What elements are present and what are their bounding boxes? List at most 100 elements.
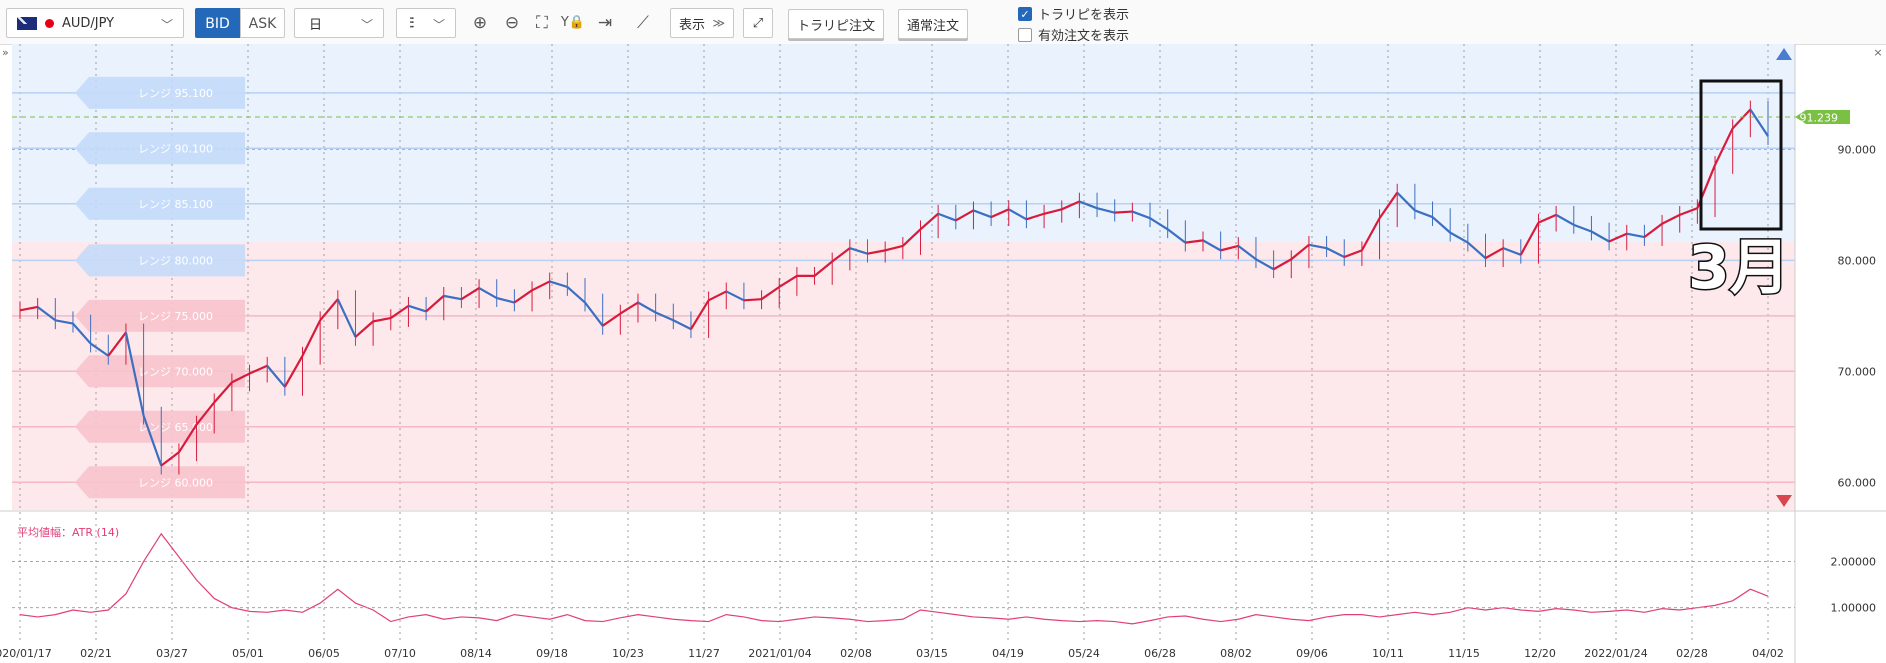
price-segment — [124, 332, 145, 416]
price-segment — [1079, 200, 1098, 210]
price-segment — [55, 319, 74, 325]
range-tag — [75, 299, 245, 332]
price-segment — [425, 295, 445, 313]
zoom-out-icon[interactable]: ⊖ — [504, 13, 520, 33]
show-trap-checkbox[interactable]: ✓ トラリピを表示 — [1018, 4, 1129, 23]
atr-line — [19, 532, 1769, 625]
chevron-down-icon: ≫ — [712, 16, 725, 30]
march-annotation: 3月 — [1688, 233, 1790, 303]
jump-latest-icon[interactable]: ⇥ — [597, 13, 613, 33]
x-tick-label: 02/28 — [1676, 647, 1708, 660]
price-segment — [813, 260, 833, 277]
price-segment — [107, 331, 127, 357]
bid-button[interactable]: BID — [195, 8, 240, 38]
price-segment — [213, 381, 233, 404]
x-tick-label: 11/27 — [688, 647, 720, 660]
price-segment — [283, 355, 304, 388]
range-tag — [75, 132, 245, 165]
price-segment — [655, 311, 674, 322]
price-segment — [1414, 209, 1433, 219]
fit-icon[interactable]: ⛶ — [536, 13, 548, 33]
display-menu[interactable]: 表示 ≫ — [670, 8, 734, 38]
zoom-in-icon[interactable]: ⊕ — [472, 13, 488, 33]
price-segment — [1167, 228, 1186, 244]
current-price-tag — [1795, 110, 1850, 124]
x-tick-label: 06/05 — [308, 647, 340, 660]
currency-pair-select[interactable]: AUD/JPY ﹀ — [6, 8, 184, 38]
range-label: レンジ 70.000 — [138, 365, 213, 378]
price-segment — [1449, 231, 1469, 244]
chart-type-select[interactable]: ⫶⫶ ﹀ — [396, 8, 456, 38]
price-segment — [160, 451, 180, 467]
price-segment — [531, 280, 551, 292]
x-tick-label: 12/20 — [1524, 647, 1556, 660]
price-segment — [1290, 243, 1310, 261]
price-segment — [1626, 232, 1645, 239]
price-segment — [1484, 247, 1504, 260]
price-chart[interactable]: » レンジ 95.100 レンジ 90.100 レンジ 85.100 レンジ 80.0… — [0, 44, 1886, 663]
price-segment — [195, 401, 216, 426]
x-tick-label: 05/24 — [1068, 647, 1100, 660]
scroll-up-arrow-icon[interactable] — [1776, 48, 1792, 60]
show-valid-orders-checkbox[interactable]: 有効注文を表示 — [1018, 25, 1129, 44]
price-segment — [1555, 213, 1575, 226]
y-tick-label: 80.000 — [1838, 254, 1877, 267]
price-segment — [955, 209, 974, 222]
trap-order-button[interactable]: トラリピ注文 — [788, 9, 885, 39]
price-segment — [1061, 200, 1080, 211]
price-segment — [443, 294, 462, 301]
normal-order-button[interactable]: 通常注文 — [898, 9, 969, 39]
price-segment — [1608, 232, 1628, 243]
show-trap-label: トラリピを表示 — [1038, 8, 1130, 23]
add-indicator-icon[interactable]: ⟋ — [637, 13, 649, 33]
sell-zone — [12, 242, 1795, 510]
price-segment — [1378, 192, 1399, 219]
checkbox-icon — [1018, 27, 1032, 42]
lock-scale-icon[interactable]: Y🔒 — [560, 15, 586, 30]
period-select[interactable]: 日 ﹀ — [294, 8, 384, 38]
y-tick-label: 60.000 — [1838, 476, 1877, 489]
price-segment — [725, 290, 745, 302]
price-segment — [708, 290, 727, 302]
price-segment — [1538, 213, 1557, 224]
window-close-icon[interactable]: × — [1873, 46, 1882, 59]
bid-ask-toggle: BID ASK — [195, 8, 285, 38]
y-tick-label: 90.000 — [1838, 143, 1877, 156]
range-label: レンジ 80.000 — [138, 254, 213, 267]
chart-toolbar: AUD/JPY ﹀ BID ASK 日 ﹀ ⫶⫶ ﹀ ⊕ ⊖ ⛶ Y🔒 ⇥ ⟋ … — [0, 0, 1886, 45]
collapse-icon[interactable]: » — [2, 46, 9, 59]
chevron-down-icon: ﹀ — [160, 18, 173, 32]
price-segment — [1714, 127, 1734, 166]
x-tick-label: 2022/01/24 — [1584, 647, 1647, 660]
period-label: 日 — [309, 17, 323, 33]
price-segment — [584, 301, 604, 327]
price-segment — [1396, 191, 1416, 212]
price-segment — [142, 415, 163, 466]
fullscreen-button[interactable]: ⤢ — [743, 8, 773, 38]
scroll-down-arrow-icon[interactable] — [1776, 495, 1792, 507]
price-segment — [884, 244, 904, 252]
atr-tick-label: 1.00000 — [1831, 602, 1877, 615]
ask-button[interactable]: ASK — [240, 8, 285, 38]
price-segment — [72, 322, 92, 345]
x-tick-label: 08/02 — [1220, 647, 1252, 660]
candlestick-icon: ⫶⫶ — [409, 14, 414, 32]
highlight-box — [1699, 79, 1783, 231]
price-segment — [760, 286, 780, 301]
price-segment — [1326, 247, 1345, 259]
range-label: レンジ 85.100 — [138, 198, 213, 211]
range-tag — [75, 76, 245, 109]
chevron-down-icon: ﹀ — [360, 18, 373, 32]
price-segment — [1679, 207, 1698, 216]
price-segment — [1308, 243, 1327, 250]
price-segment — [690, 299, 710, 330]
price-segment — [1502, 247, 1522, 256]
range-tag — [75, 466, 245, 499]
japan-flag-icon — [45, 18, 54, 28]
price-segment — [1749, 108, 1769, 137]
price-segment — [849, 247, 868, 255]
price-segment — [1255, 258, 1275, 271]
x-tick-label: 05/01 — [232, 647, 264, 660]
price-segment — [1149, 217, 1169, 231]
price-segment — [1220, 244, 1239, 252]
